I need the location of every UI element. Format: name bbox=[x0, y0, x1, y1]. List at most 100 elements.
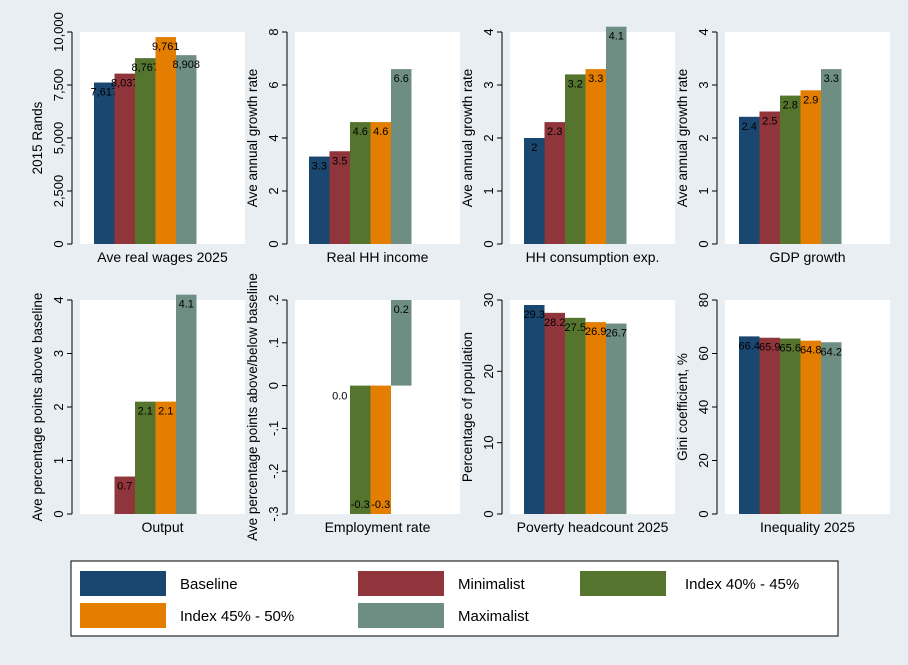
bar-4 bbox=[155, 37, 176, 244]
data-label-3: 65.6 bbox=[780, 343, 801, 355]
data-label-2: 0.0 bbox=[332, 391, 347, 403]
y-axis-label: Ave annual growth rate bbox=[460, 69, 475, 208]
y-tick-label: 0 bbox=[51, 240, 66, 247]
data-label-5: 26.7 bbox=[606, 328, 627, 340]
y-tick-label: 0 bbox=[696, 510, 711, 517]
bar-1 bbox=[524, 138, 545, 244]
bar-1 bbox=[94, 82, 115, 245]
x-axis-label: Poverty headcount 2025 bbox=[517, 519, 669, 535]
y-tick-label: -.2 bbox=[266, 464, 281, 479]
y-tick-label: 30 bbox=[481, 293, 496, 307]
y-tick-label: 1 bbox=[481, 187, 496, 194]
bar-2 bbox=[759, 337, 780, 514]
y-axis-label: Ave annual growth rate bbox=[675, 69, 690, 208]
data-label-4: 3.3 bbox=[588, 73, 603, 85]
bar-3 bbox=[565, 317, 586, 514]
bar-3 bbox=[780, 95, 801, 244]
panel-5: 0 1 2 3 4 Ave percentage points above baselin… bbox=[30, 293, 245, 535]
data-label-3: 4.6 bbox=[353, 126, 368, 138]
y-tick-label: 40 bbox=[696, 400, 711, 414]
data-label-2: 2.5 bbox=[762, 116, 777, 128]
data-label-5: 6.6 bbox=[394, 73, 409, 85]
data-label-5: 4.1 bbox=[609, 31, 624, 43]
y-tick-label: 7,500 bbox=[51, 69, 66, 102]
bar-3 bbox=[135, 401, 156, 514]
y-tick-label: 2 bbox=[696, 134, 711, 141]
data-label-4: 64.8 bbox=[800, 345, 821, 357]
bar-3 bbox=[565, 74, 586, 245]
y-tick-label: 1 bbox=[51, 457, 66, 464]
data-label-3: 2.1 bbox=[138, 406, 153, 418]
data-label-5: 8,908 bbox=[172, 59, 200, 71]
panel-3: 0 1 2 3 4 Ave annual growth rate HH consumptio… bbox=[460, 26, 675, 265]
legend-label-3: Index 40% - 45% bbox=[685, 576, 799, 593]
bar-2 bbox=[329, 151, 350, 244]
data-label-3: 2.8 bbox=[783, 100, 798, 112]
bar-5 bbox=[606, 323, 627, 514]
y-tick-label: 4 bbox=[481, 28, 496, 35]
y-tick-label: 6 bbox=[266, 81, 281, 88]
bar-2 bbox=[544, 122, 565, 244]
y-tick-label: 5,000 bbox=[51, 122, 66, 155]
data-label-5: 0.2 bbox=[394, 304, 409, 316]
y-tick-label: -.3 bbox=[266, 506, 281, 521]
y-tick-label: -.1 bbox=[266, 421, 281, 436]
bar-1 bbox=[739, 116, 760, 244]
y-tick-label: 20 bbox=[696, 453, 711, 467]
bar-5 bbox=[821, 342, 842, 514]
bar-4 bbox=[370, 385, 391, 514]
y-tick-label: 3 bbox=[481, 81, 496, 88]
data-label-4: -0.3 bbox=[371, 499, 390, 511]
data-label-1: 66.4 bbox=[739, 340, 760, 352]
panel-6: -.3 -.2 -.1 0 .1 .2 Ave percentage points abov… bbox=[245, 273, 460, 541]
y-tick-label: 60 bbox=[696, 346, 711, 360]
bar-2 bbox=[544, 312, 565, 514]
y-axis-label: Ave annual growth rate bbox=[245, 69, 260, 208]
bar-4 bbox=[800, 340, 821, 514]
panel-8: 0 20 40 60 80 Gini coefficient, % Inequality 2… bbox=[675, 293, 890, 535]
bar-4 bbox=[370, 122, 391, 244]
y-tick-label: .1 bbox=[266, 337, 281, 348]
y-tick-label: 2 bbox=[266, 187, 281, 194]
data-label-3: 3.2 bbox=[568, 78, 583, 90]
data-label-2: 28.2 bbox=[544, 317, 565, 329]
bar-3 bbox=[350, 122, 371, 244]
bar-5 bbox=[821, 69, 842, 244]
data-label-2: 2.3 bbox=[547, 126, 562, 138]
bar-2 bbox=[114, 476, 135, 514]
data-label-5: 3.3 bbox=[824, 73, 839, 85]
legend-swatch-3 bbox=[580, 571, 666, 596]
y-axis-label: Ave percentage points above baseline bbox=[30, 293, 45, 522]
data-label-2: 65.9 bbox=[759, 342, 780, 354]
y-tick-label: .2 bbox=[266, 295, 281, 306]
data-label-4: 26.9 bbox=[585, 326, 606, 338]
legend-label-1: Baseline bbox=[180, 576, 238, 593]
y-axis-label: Percentage of population bbox=[460, 332, 475, 482]
legend-label-4: Index 45% - 50% bbox=[180, 608, 294, 625]
panel-1: 0 2,500 5,000 7,500 10,000 2015 Rands Ave real… bbox=[30, 12, 245, 265]
bar-4 bbox=[155, 401, 176, 514]
legend-label-5: Maximalist bbox=[458, 608, 530, 625]
legend: Baseline Minimalist Index 40% - 45% Index 4… bbox=[70, 560, 839, 637]
legend-swatch-2 bbox=[358, 571, 444, 596]
x-axis-label: GDP growth bbox=[770, 249, 846, 265]
y-tick-label: 0 bbox=[696, 240, 711, 247]
bar-4 bbox=[585, 69, 606, 244]
bar-5 bbox=[391, 300, 412, 386]
y-tick-label: 20 bbox=[481, 364, 496, 378]
x-axis-label: Ave real wages 2025 bbox=[97, 249, 228, 265]
legend-swatch-5 bbox=[358, 603, 444, 628]
data-label-2: 0.7 bbox=[117, 481, 132, 493]
data-label-5: 4.1 bbox=[179, 299, 194, 311]
bar-2 bbox=[759, 111, 780, 244]
bar-4 bbox=[800, 90, 821, 244]
y-tick-label: 0 bbox=[51, 510, 66, 517]
bar-1 bbox=[524, 304, 545, 514]
data-label-1: 2 bbox=[531, 142, 537, 154]
y-axis-label: Ave percentage points above/below baseli… bbox=[245, 273, 260, 541]
panel-2: 0 2 4 6 8 Ave annual growth rate Real HH incom… bbox=[245, 28, 460, 265]
y-tick-label: 2 bbox=[481, 134, 496, 141]
data-label-1: 7,617 bbox=[90, 87, 118, 99]
legend-label-2: Minimalist bbox=[458, 576, 526, 593]
